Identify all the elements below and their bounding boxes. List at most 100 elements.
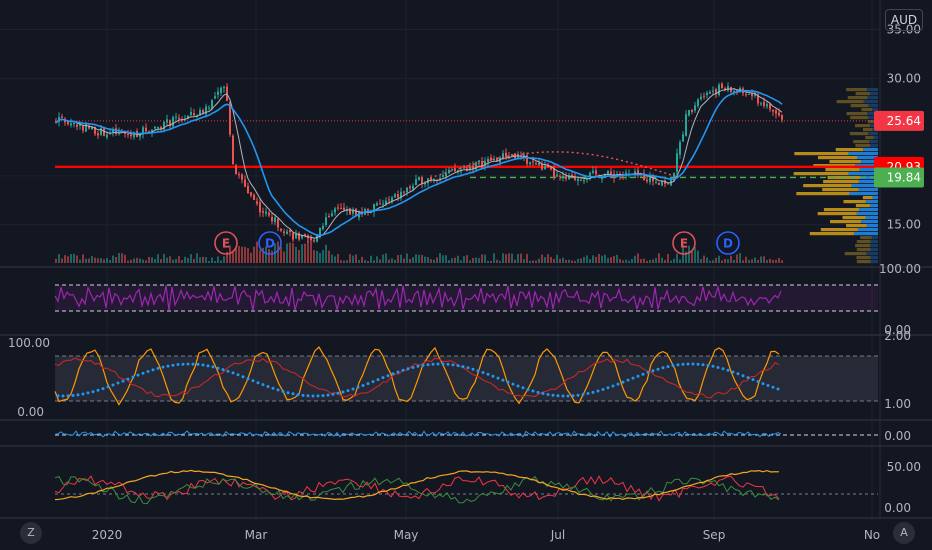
event-marker[interactable]: E: [672, 231, 696, 255]
stoch-dot: [681, 362, 685, 366]
candle-body: [352, 209, 354, 214]
volume-bar: [97, 258, 99, 263]
candle-body: [691, 109, 693, 112]
volume-bar: [523, 259, 525, 263]
volume-bar: [619, 259, 621, 263]
stoch-dot: [136, 373, 140, 377]
stoch-dot: [516, 384, 520, 388]
stoch-dot: [736, 372, 740, 376]
profile-bar: [857, 228, 878, 232]
volume-bar: [202, 256, 204, 263]
candle-body: [772, 109, 774, 112]
volume-bar: [208, 260, 210, 263]
stoch-dot: [386, 374, 390, 378]
candle-body: [250, 192, 252, 196]
candle-body: [763, 101, 765, 106]
stoch-dot: [166, 364, 170, 368]
volume-bar: [691, 250, 693, 263]
candle-body: [526, 155, 528, 164]
candle-body: [412, 185, 414, 190]
moving-averages: [55, 88, 783, 239]
candle-body: [202, 110, 204, 114]
stoch-dot: [621, 380, 625, 384]
price-badge-label: 19.84: [887, 170, 921, 184]
candle-body: [502, 153, 504, 159]
volume-bar: [718, 255, 720, 263]
candle-body: [382, 203, 384, 205]
candle-body: [340, 207, 342, 210]
profile-bar: [856, 212, 878, 216]
stoch-dot: [236, 373, 240, 377]
profile-bar: [856, 256, 871, 260]
event-marker[interactable]: D: [258, 231, 282, 255]
profile-bar: [856, 260, 871, 264]
candle-body: [538, 162, 540, 166]
event-marker[interactable]: D: [716, 231, 740, 255]
profile-bar: [868, 104, 878, 108]
stoch-dot: [671, 364, 675, 368]
stoch-dot: [191, 362, 195, 366]
candle-body: [544, 166, 546, 170]
volume-bar: [376, 256, 378, 263]
candle-body: [157, 127, 159, 129]
stoch-dot: [751, 378, 755, 382]
auto-scale-button[interactable]: A: [893, 522, 915, 544]
volume-bar: [457, 255, 459, 263]
pane-separators[interactable]: [0, 0, 932, 519]
candle-body: [229, 102, 231, 135]
volume-bar: [139, 258, 141, 263]
time-tick-label: No: [864, 528, 880, 542]
stoch-dot: [496, 376, 500, 380]
candle-body: [397, 193, 399, 198]
candle-body: [280, 228, 282, 231]
candle-body: [406, 187, 408, 193]
stoch-dot: [181, 362, 185, 366]
profile-bar: [825, 168, 860, 172]
volume-bar: [253, 246, 255, 263]
currency-button[interactable]: AUD: [885, 9, 923, 31]
volume-bar: [517, 253, 519, 263]
volume-bar: [637, 253, 639, 263]
volume-bar: [235, 248, 237, 263]
candle-body: [388, 199, 390, 201]
candle-body: [304, 234, 306, 236]
stoch-dot: [676, 363, 680, 367]
candle-body: [343, 207, 345, 211]
stoch-dot: [231, 371, 235, 375]
stoch-dot: [256, 381, 260, 385]
volume-bar: [325, 244, 327, 263]
stoch-dot: [731, 370, 735, 374]
candle-body: [409, 186, 411, 189]
profile-bar: [865, 200, 878, 204]
volume-bar: [769, 258, 771, 263]
candle-body: [217, 91, 219, 95]
volume-bar: [424, 256, 426, 263]
price-tick-label: 15.00: [887, 218, 921, 232]
price-axis[interactable]: 35.0030.0020.0015.0025.6420.9319.84100.0…: [8, 23, 924, 515]
volume-bar: [736, 254, 738, 263]
time-axis[interactable]: 2020 Mar May Jul Sep No: [92, 528, 880, 542]
candle-body: [286, 231, 288, 235]
volume-bar: [472, 257, 474, 263]
stoch-dot: [106, 385, 110, 389]
volume-bar: [592, 255, 594, 263]
volume-bar: [109, 260, 111, 263]
volume-bar: [604, 254, 606, 263]
candle-body: [256, 201, 258, 204]
stoch-dot: [521, 386, 525, 390]
volume-bar: [781, 260, 783, 263]
event-marker[interactable]: E: [214, 231, 238, 255]
candle-body: [247, 185, 249, 194]
volume-bar: [565, 259, 567, 263]
candle-body: [415, 179, 417, 186]
zoom-button[interactable]: Z: [20, 522, 42, 544]
stoch-dot: [761, 382, 765, 386]
profile-bar: [866, 252, 878, 256]
profile-bar: [863, 148, 878, 152]
volume-bar: [412, 257, 414, 263]
time-tick-label: Mar: [245, 528, 268, 542]
stoch-dot: [486, 372, 490, 376]
volume-bar: [505, 254, 507, 263]
